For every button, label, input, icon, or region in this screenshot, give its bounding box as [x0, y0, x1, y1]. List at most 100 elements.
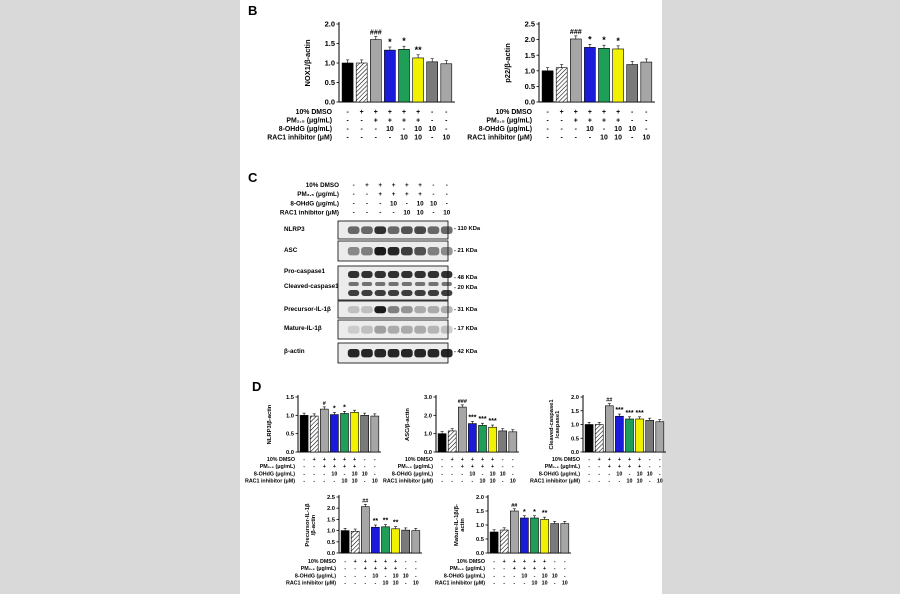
treatment-cell: 10 [414, 135, 422, 142]
treatment-cell: - [313, 464, 315, 470]
treatment-label-ohdg: 8-OHdG (μg/mL) [539, 471, 580, 477]
y-tick-label: 2.0 [327, 506, 335, 512]
significance-label: ** [415, 45, 423, 55]
y-tick-label: 1.5 [327, 517, 336, 523]
blot-treatment-cell: 10 [390, 200, 398, 207]
blot-band [440, 247, 453, 256]
treatment-cell: - [631, 135, 634, 142]
treatment-cell: 10 [352, 471, 358, 477]
treatment-label-pm: PM₂.₅ (μg/mL) [486, 118, 532, 125]
treatment-cell: + [364, 566, 367, 572]
figure-panel: B C D 10% DMSO - + + + + + - - PM₂.₅ (μg/mL) - - + + +… [240, 0, 666, 594]
significance-label: * [333, 405, 336, 412]
treatment-cell: - [534, 573, 536, 579]
treatment-cell: + [323, 464, 326, 470]
blot-band [440, 349, 453, 358]
treatment-cell: + [588, 109, 592, 116]
treatment-cell: - [364, 581, 366, 587]
treatment-cell: - [575, 126, 578, 133]
blot-band [387, 247, 400, 256]
bar [584, 47, 596, 103]
treatment-cell: + [618, 464, 621, 470]
treatment-cell: + [616, 118, 620, 125]
blot-band [361, 325, 373, 334]
blot-band [415, 282, 426, 286]
treatment-cell: - [374, 464, 376, 470]
blot-treatment-cell: - [353, 200, 355, 207]
blot-band [374, 247, 387, 256]
blot-band [414, 325, 426, 334]
blot-band [414, 290, 426, 296]
treatment-cell: - [334, 479, 336, 485]
treatment-cell: 10 [414, 126, 422, 133]
y-axis-label: NOX1/β-actin [303, 39, 312, 87]
treatment-cell: - [361, 118, 364, 125]
protein-label: Cleaved-caspase1 [284, 283, 339, 290]
blot-band [374, 290, 386, 296]
treatment-cell: - [344, 471, 346, 477]
treatment-cell: - [405, 581, 407, 587]
blot-band [374, 349, 387, 358]
blot-treatment-cell: - [406, 200, 408, 207]
treatment-cell: 10 [614, 135, 622, 142]
blot-band [348, 290, 360, 296]
treatment-cell: 10 [614, 126, 622, 133]
treatment-cell: - [303, 479, 305, 485]
blot-band [388, 282, 399, 286]
treatment-cell: + [503, 559, 506, 565]
y-tick-label: 0.5 [327, 540, 336, 546]
blot-treatment-cell: - [432, 182, 434, 189]
treatment-cell: - [354, 566, 356, 572]
blot-band [427, 226, 440, 234]
treatment-cell: - [344, 581, 346, 587]
bar [530, 517, 539, 554]
treatment-cell: 10 [490, 471, 496, 477]
blot-treatment-label-dmso: 10% DMSO [306, 182, 339, 189]
treatment-cell: - [431, 109, 434, 116]
treatment-cell: + [461, 457, 464, 463]
blot-band [387, 271, 400, 278]
bar [370, 39, 382, 103]
treatment-cell: + [333, 464, 336, 470]
treatment-cell: + [608, 464, 611, 470]
treatment-cell: 10 [586, 126, 594, 133]
blot-band [387, 325, 400, 334]
bar [398, 49, 410, 103]
protein-label: Precursor-IL-1β [284, 306, 331, 313]
treatment-cell: + [523, 559, 526, 565]
blot-band [414, 247, 426, 256]
treatment-cell: + [388, 118, 392, 125]
blot-band [387, 226, 400, 234]
treatment-cell: + [523, 566, 526, 572]
blot-band [427, 306, 440, 314]
treatment-label-ohdg: 8-OHdG (μg/mL) [479, 126, 532, 133]
y-tick-label: 2.0 [525, 35, 535, 44]
kda-marker: - 21 KDa [454, 248, 478, 254]
treatment-cell: - [493, 573, 495, 579]
blot-band [401, 226, 413, 234]
treatment-cell: + [513, 559, 516, 565]
blot-band [427, 325, 440, 334]
blot-treatment-cell: 10 [417, 200, 425, 207]
treatment-cell: - [575, 135, 578, 142]
blot-band [375, 282, 386, 286]
bar [478, 425, 487, 453]
treatment-cell: - [502, 464, 504, 470]
treatment-cell: + [543, 559, 546, 565]
treatment-cell: - [364, 457, 366, 463]
bar [299, 415, 309, 453]
y-tick-label: 0.0 [286, 450, 294, 456]
bar [360, 415, 369, 453]
treatment-cell: - [303, 464, 305, 470]
treatment-cell: + [481, 464, 484, 470]
kda-marker: - 20 KDa [454, 285, 478, 291]
bar [489, 531, 499, 554]
bar [391, 528, 400, 554]
treatment-cell: - [441, 471, 443, 477]
treatment-cell: + [374, 118, 378, 125]
treatment-cell: 10 [500, 471, 506, 477]
treatment-cell: - [588, 457, 590, 463]
bar [341, 62, 354, 103]
chart-d3: 0.0 0.5 1.0 1.5 2.0 Cleaved-caspase1/caspase1… [530, 395, 666, 485]
treatment-cell: - [346, 135, 349, 142]
